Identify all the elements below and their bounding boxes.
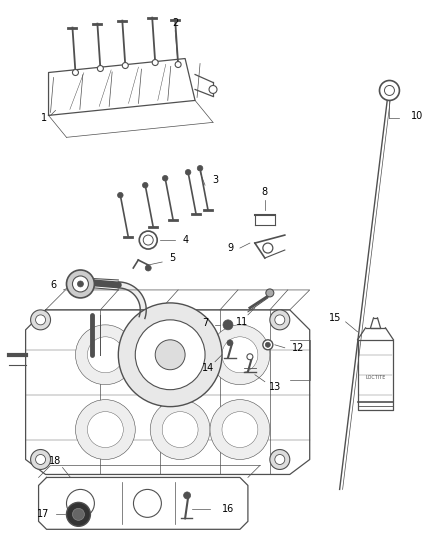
- Circle shape: [88, 411, 124, 448]
- Text: 9: 9: [227, 243, 233, 253]
- Circle shape: [75, 400, 135, 459]
- Circle shape: [385, 85, 395, 95]
- Circle shape: [162, 411, 198, 448]
- Circle shape: [247, 354, 253, 360]
- Polygon shape: [118, 282, 146, 319]
- Circle shape: [379, 80, 399, 100]
- Circle shape: [270, 449, 290, 470]
- Circle shape: [150, 325, 210, 385]
- Text: 13: 13: [268, 382, 281, 392]
- Circle shape: [31, 449, 50, 470]
- Text: 18: 18: [49, 456, 62, 466]
- Circle shape: [143, 235, 153, 245]
- Text: 2: 2: [172, 18, 178, 28]
- Circle shape: [35, 315, 46, 325]
- Circle shape: [72, 276, 88, 292]
- Circle shape: [175, 61, 181, 68]
- Text: 3: 3: [212, 175, 218, 185]
- Circle shape: [162, 175, 168, 181]
- Circle shape: [67, 270, 95, 298]
- Circle shape: [275, 455, 285, 464]
- Circle shape: [142, 182, 148, 188]
- Circle shape: [145, 265, 151, 271]
- Circle shape: [155, 340, 185, 370]
- Circle shape: [97, 66, 103, 71]
- Circle shape: [67, 489, 95, 518]
- Circle shape: [197, 165, 203, 171]
- Circle shape: [263, 243, 273, 253]
- Text: LOCTITE: LOCTITE: [365, 375, 386, 380]
- Circle shape: [152, 60, 158, 66]
- Circle shape: [88, 337, 124, 373]
- Circle shape: [75, 325, 135, 385]
- Circle shape: [223, 320, 233, 330]
- Circle shape: [35, 455, 46, 464]
- Text: 8: 8: [262, 187, 268, 197]
- Circle shape: [122, 62, 128, 69]
- Text: 17: 17: [37, 510, 50, 519]
- Circle shape: [210, 400, 270, 459]
- Text: 6: 6: [50, 280, 57, 290]
- Circle shape: [78, 281, 83, 287]
- Text: 15: 15: [329, 313, 342, 323]
- Text: 11: 11: [236, 317, 248, 327]
- Circle shape: [263, 340, 273, 350]
- Circle shape: [118, 303, 222, 407]
- Circle shape: [266, 289, 274, 297]
- Text: 10: 10: [411, 111, 424, 122]
- Circle shape: [265, 342, 270, 348]
- Text: 7: 7: [202, 318, 208, 328]
- Circle shape: [210, 325, 270, 385]
- Text: 4: 4: [183, 235, 189, 245]
- Text: 14: 14: [202, 363, 214, 373]
- Circle shape: [270, 310, 290, 330]
- Text: 1: 1: [40, 114, 46, 123]
- Circle shape: [227, 340, 233, 346]
- Circle shape: [134, 489, 161, 518]
- Circle shape: [222, 411, 258, 448]
- Circle shape: [150, 400, 210, 459]
- Circle shape: [139, 231, 157, 249]
- Circle shape: [72, 69, 78, 76]
- Circle shape: [209, 85, 217, 93]
- Text: 5: 5: [169, 253, 175, 263]
- Text: 12: 12: [292, 343, 304, 353]
- Circle shape: [135, 320, 205, 390]
- Circle shape: [162, 337, 198, 373]
- Circle shape: [117, 192, 123, 198]
- Circle shape: [185, 169, 191, 175]
- Circle shape: [222, 337, 258, 373]
- Circle shape: [72, 508, 85, 520]
- Circle shape: [67, 503, 90, 526]
- Circle shape: [31, 310, 50, 330]
- Circle shape: [184, 492, 191, 499]
- Text: 16: 16: [222, 504, 234, 514]
- Circle shape: [275, 315, 285, 325]
